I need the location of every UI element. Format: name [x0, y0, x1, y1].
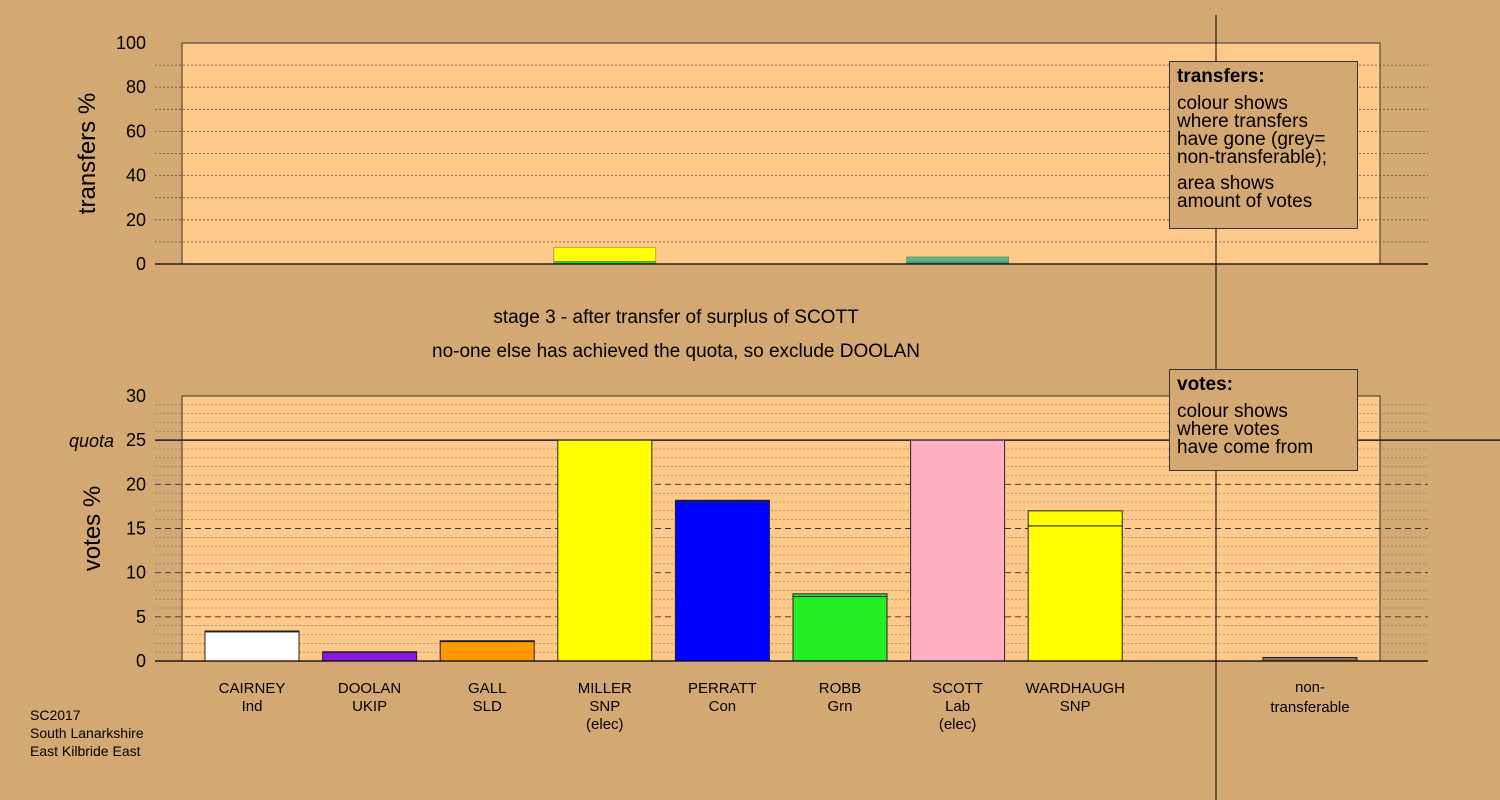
candidate-party-label: SNP	[1060, 698, 1091, 715]
source-line: East Kilbride East	[30, 743, 141, 759]
candidate-name-label: PERRATT	[688, 680, 757, 697]
transfers-tick-label: 100	[116, 33, 146, 53]
vote-bar	[674, 501, 770, 662]
transfers-legend: transfers: colour shows where transfers …	[1169, 61, 1358, 229]
source-line: South Lanarkshire	[30, 725, 144, 741]
votes-tick-label: 20	[126, 474, 146, 494]
candidate-party-label: SNP	[589, 698, 620, 715]
quota-label: quota	[69, 431, 114, 451]
transfers-tick-label: 40	[126, 166, 146, 186]
votes-tick-label: 15	[126, 519, 146, 539]
nontransferable-label: transferable	[1270, 699, 1349, 716]
candidate-name-label: ROBB	[819, 680, 862, 697]
vote-bar	[910, 439, 1006, 662]
transfer-bar	[792, 593, 888, 598]
vote-bar	[204, 631, 300, 662]
candidate-name-label: GALL	[468, 680, 506, 697]
transfers-tick-label: 80	[126, 77, 146, 97]
candidate-name-label: SCOTT	[932, 680, 983, 697]
transfer-bar	[204, 630, 300, 633]
transfers-tick-label: 0	[136, 254, 146, 274]
stage-line-1: stage 3 - after transfer of surplus of S…	[493, 307, 859, 328]
candidate-party-label: Grn	[827, 698, 852, 715]
transfer-segment	[553, 246, 657, 262]
votes-legend-line: have come from	[1177, 437, 1314, 458]
candidate-name-label: WARDHAUGH	[1025, 680, 1124, 697]
transfers-axis-title: transfers %	[74, 93, 101, 214]
transfers-tick-label: 20	[126, 210, 146, 230]
votes-tick-label: 0	[136, 651, 146, 671]
candidate-party-label: Con	[709, 698, 737, 715]
votes-legend: votes: colour shows where votes have com…	[1169, 369, 1358, 471]
candidate-name-label: MILLER	[578, 680, 632, 697]
transfer-bar	[439, 640, 535, 643]
nontransferable-label: non-	[1295, 679, 1325, 696]
transfer-bar	[674, 499, 770, 503]
votes-legend-line: where votes	[1177, 419, 1280, 440]
source-note: SC2017 South Lanarkshire East Kilbride E…	[30, 706, 144, 760]
votes-axis-title: votes %	[79, 486, 106, 571]
transfers-legend-line: non-transferable);	[1177, 147, 1327, 168]
candidate-party-label: Ind	[242, 698, 263, 715]
transfers-legend-title: transfers:	[1177, 66, 1265, 87]
transfers-legend-line: colour shows	[1177, 93, 1288, 114]
stage-line-2: no-one else has achieved the quota, so e…	[432, 341, 920, 362]
candidate-party-label: SLD	[473, 698, 502, 715]
source-line: SC2017	[30, 707, 81, 723]
votes-legend-line: colour shows	[1177, 401, 1288, 422]
vote-bar	[439, 641, 535, 662]
votes-tick-label: 10	[126, 563, 146, 583]
vote-bar	[322, 651, 418, 662]
transfers-legend-line: have gone (grey=	[1177, 129, 1326, 150]
votes-tick-label: 30	[126, 386, 146, 406]
votes-tick-label: 5	[136, 607, 146, 627]
candidate-elected-label: (elec)	[586, 716, 624, 733]
candidate-elected-label: (elec)	[939, 716, 977, 733]
candidate-party-label: UKIP	[352, 698, 387, 715]
transfers-legend-line: where transfers	[1177, 111, 1308, 132]
vote-bar	[1027, 525, 1123, 662]
votes-tick-label: 25	[126, 430, 146, 450]
transfers-legend-line: amount of votes	[1177, 191, 1313, 212]
vote-bar	[792, 596, 888, 662]
votes-legend-title: votes:	[1177, 374, 1233, 395]
candidate-party-label: Lab	[945, 698, 970, 715]
candidate-name-label: DOOLAN	[338, 680, 401, 697]
transfer-bar	[1027, 510, 1123, 527]
vote-bar	[557, 439, 653, 662]
transfer-segment	[906, 256, 1009, 263]
transfers-tick-label: 60	[126, 121, 146, 141]
candidate-name-label: CAIRNEY	[219, 680, 286, 697]
transfers-legend-line: area shows	[1177, 173, 1275, 194]
